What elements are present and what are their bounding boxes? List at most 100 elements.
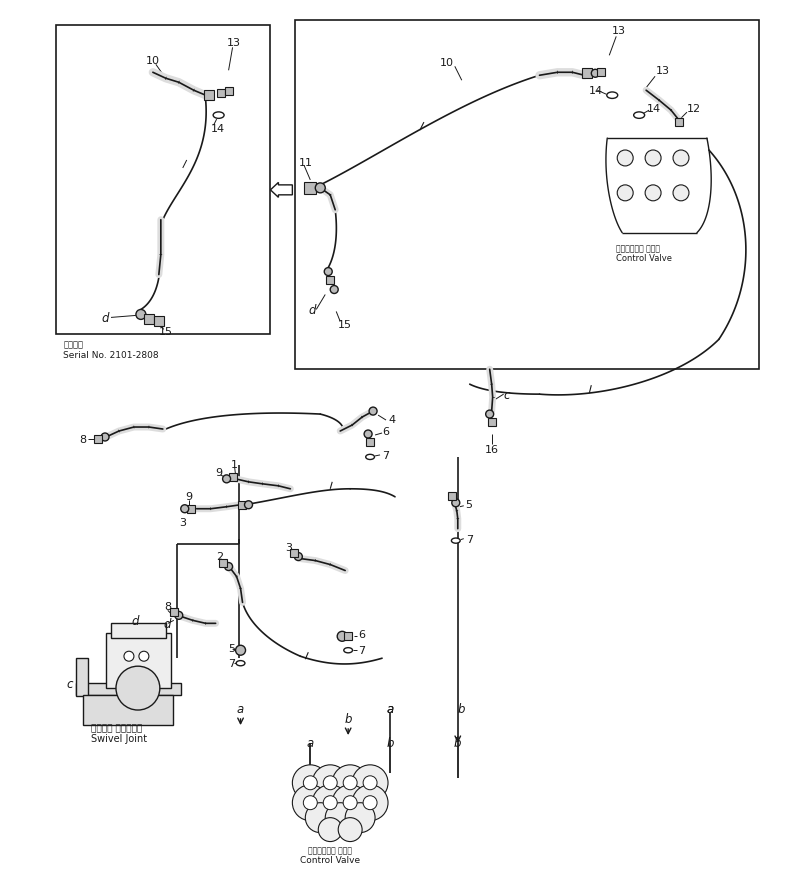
- Circle shape: [292, 765, 328, 801]
- Text: 16: 16: [485, 444, 499, 454]
- Text: 3: 3: [285, 542, 292, 552]
- Circle shape: [323, 776, 337, 790]
- Text: 4: 4: [388, 415, 395, 425]
- Circle shape: [352, 785, 388, 820]
- Ellipse shape: [236, 660, 245, 666]
- Circle shape: [306, 803, 335, 833]
- Circle shape: [451, 499, 460, 507]
- Bar: [154, 317, 164, 327]
- Circle shape: [592, 70, 600, 78]
- Text: 14: 14: [589, 86, 604, 96]
- Circle shape: [364, 430, 372, 439]
- Text: d: d: [164, 617, 171, 630]
- Text: 8: 8: [79, 434, 86, 444]
- Bar: [291, 549, 299, 557]
- Bar: [83, 695, 173, 725]
- Bar: [217, 90, 225, 98]
- Text: d: d: [101, 312, 109, 324]
- Text: Control Valve: Control Valve: [300, 855, 360, 864]
- Text: d: d: [308, 303, 316, 316]
- Circle shape: [330, 286, 338, 294]
- Bar: [169, 608, 177, 617]
- Text: 3: 3: [179, 517, 186, 527]
- Circle shape: [303, 796, 318, 810]
- Text: 15: 15: [159, 327, 173, 337]
- Bar: [366, 439, 374, 447]
- Bar: [94, 435, 102, 443]
- Bar: [76, 683, 181, 695]
- Text: 6: 6: [382, 427, 389, 436]
- Circle shape: [318, 818, 342, 841]
- Text: 14: 14: [647, 104, 661, 114]
- Circle shape: [332, 785, 368, 820]
- Text: 13: 13: [612, 26, 626, 36]
- Bar: [56, 26, 270, 335]
- Circle shape: [312, 785, 348, 820]
- Text: 13: 13: [656, 66, 670, 76]
- Circle shape: [245, 501, 253, 509]
- Circle shape: [101, 434, 109, 441]
- Circle shape: [292, 785, 328, 820]
- Circle shape: [343, 776, 357, 790]
- Bar: [238, 501, 246, 509]
- Circle shape: [369, 408, 377, 415]
- Circle shape: [235, 646, 246, 655]
- Bar: [597, 70, 605, 77]
- Bar: [204, 91, 214, 101]
- Text: コントロール バルブ: コントロール バルブ: [616, 244, 661, 253]
- Text: b: b: [345, 712, 352, 725]
- Text: c: c: [67, 677, 73, 690]
- Circle shape: [363, 776, 377, 790]
- Text: 12: 12: [687, 104, 701, 114]
- Circle shape: [343, 796, 357, 810]
- Text: 1: 1: [230, 460, 238, 469]
- Text: 2: 2: [215, 551, 223, 561]
- Circle shape: [225, 563, 233, 571]
- Bar: [304, 182, 316, 195]
- Circle shape: [326, 803, 355, 833]
- Text: 10: 10: [146, 56, 160, 66]
- Bar: [229, 474, 237, 481]
- Text: 5: 5: [229, 644, 235, 653]
- Circle shape: [295, 553, 303, 561]
- Circle shape: [645, 151, 661, 167]
- Bar: [225, 88, 233, 96]
- Circle shape: [617, 186, 633, 202]
- Ellipse shape: [634, 113, 645, 119]
- Bar: [345, 633, 352, 640]
- Text: 適用号筞: 適用号筞: [63, 341, 83, 349]
- Circle shape: [116, 667, 160, 710]
- Text: コントロール バルブ: コントロール バルブ: [308, 845, 352, 854]
- Bar: [582, 70, 592, 79]
- Bar: [675, 119, 683, 127]
- Text: b: b: [454, 737, 462, 750]
- Text: 7: 7: [382, 450, 389, 461]
- Bar: [219, 559, 227, 567]
- Text: 7: 7: [229, 659, 236, 668]
- Circle shape: [181, 505, 188, 513]
- Ellipse shape: [213, 113, 224, 119]
- Circle shape: [645, 186, 661, 202]
- Ellipse shape: [366, 454, 375, 460]
- Circle shape: [324, 269, 332, 276]
- Circle shape: [485, 411, 493, 419]
- Bar: [488, 419, 496, 427]
- Circle shape: [617, 151, 633, 167]
- Bar: [144, 315, 154, 325]
- Circle shape: [673, 186, 689, 202]
- Text: 14: 14: [211, 124, 225, 134]
- Circle shape: [673, 151, 689, 167]
- Bar: [106, 634, 171, 688]
- Text: 6: 6: [358, 629, 365, 640]
- Circle shape: [345, 803, 375, 833]
- Text: 15: 15: [338, 320, 352, 330]
- Circle shape: [332, 765, 368, 801]
- Text: Swivel Joint: Swivel Joint: [91, 733, 147, 743]
- Text: 13: 13: [227, 38, 241, 49]
- Ellipse shape: [607, 93, 618, 99]
- Bar: [76, 659, 88, 696]
- Circle shape: [303, 776, 318, 790]
- Circle shape: [139, 652, 149, 661]
- FancyArrow shape: [270, 183, 292, 198]
- Text: 9: 9: [186, 491, 193, 501]
